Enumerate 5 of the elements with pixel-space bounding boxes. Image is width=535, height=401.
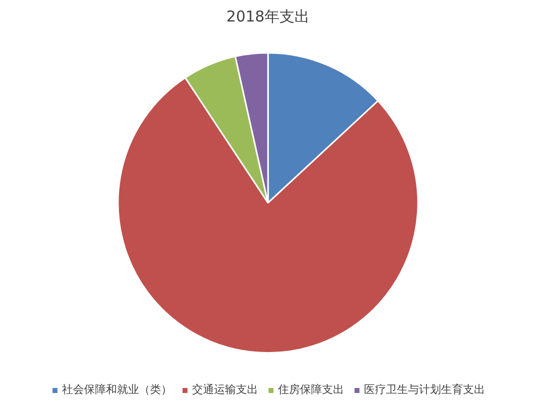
legend-label: 医疗卫生与计划生育支出 xyxy=(364,382,485,397)
legend-label: 交通运输支出 xyxy=(192,382,258,397)
legend-label: 社会保障和就业（类） xyxy=(62,382,172,397)
chart-title: 2018年支出 xyxy=(226,8,310,26)
legend-label: 住房保障支出 xyxy=(278,382,344,397)
